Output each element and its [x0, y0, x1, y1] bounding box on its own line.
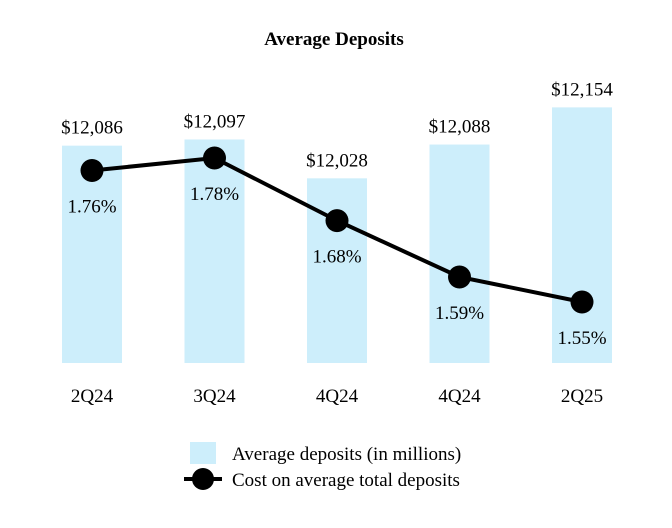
legend-label-bar: Average deposits (in millions) — [232, 444, 461, 465]
line-value-label-4: 1.55% — [557, 328, 606, 349]
bar-value-label-1: $12,097 — [184, 111, 246, 132]
x-tick-label-1: 3Q24 — [193, 386, 236, 407]
line-layer: 1.76% 1.78% 1.68% 1.59% 1.55% — [67, 146, 607, 349]
line-point-2 — [325, 209, 349, 233]
line-value-label-2: 1.68% — [312, 247, 361, 268]
line-point-4 — [570, 290, 594, 314]
x-axis-tick-labels: 2Q24 3Q24 4Q24 4Q24 2Q25 — [71, 386, 603, 407]
bar-2 — [307, 178, 367, 363]
x-tick-label-3: 4Q24 — [438, 386, 481, 407]
x-tick-label-2: 4Q24 — [316, 386, 359, 407]
x-tick-label-0: 2Q24 — [71, 386, 114, 407]
line-point-1 — [203, 146, 226, 170]
line-point-0 — [80, 159, 104, 183]
bar-1 — [184, 139, 245, 363]
bar-value-label-4: $12,154 — [551, 79, 613, 100]
bar-value-label-0: $12,086 — [61, 118, 123, 139]
bar-4 — [552, 107, 612, 363]
x-tick-label-4: 2Q25 — [561, 386, 603, 407]
line-value-label-0: 1.76% — [67, 197, 116, 218]
chart-title: Average Deposits — [264, 29, 403, 50]
line-value-label-3: 1.59% — [435, 303, 484, 324]
bars-layer: $12,086 $12,097 $12,028 $12,088 $12,154 — [61, 79, 613, 363]
bar-3 — [429, 144, 490, 363]
legend-marker-sample — [192, 468, 214, 490]
line-point-3 — [448, 265, 471, 289]
legend-swatch-bar — [190, 442, 216, 464]
legend: Average deposits (in millions) Cost on a… — [184, 442, 461, 491]
bar-value-label-3: $12,088 — [429, 117, 491, 138]
legend-label-line: Cost on average total deposits — [232, 470, 460, 491]
line-value-label-1: 1.78% — [190, 184, 239, 205]
bar-value-label-2: $12,028 — [306, 150, 368, 171]
